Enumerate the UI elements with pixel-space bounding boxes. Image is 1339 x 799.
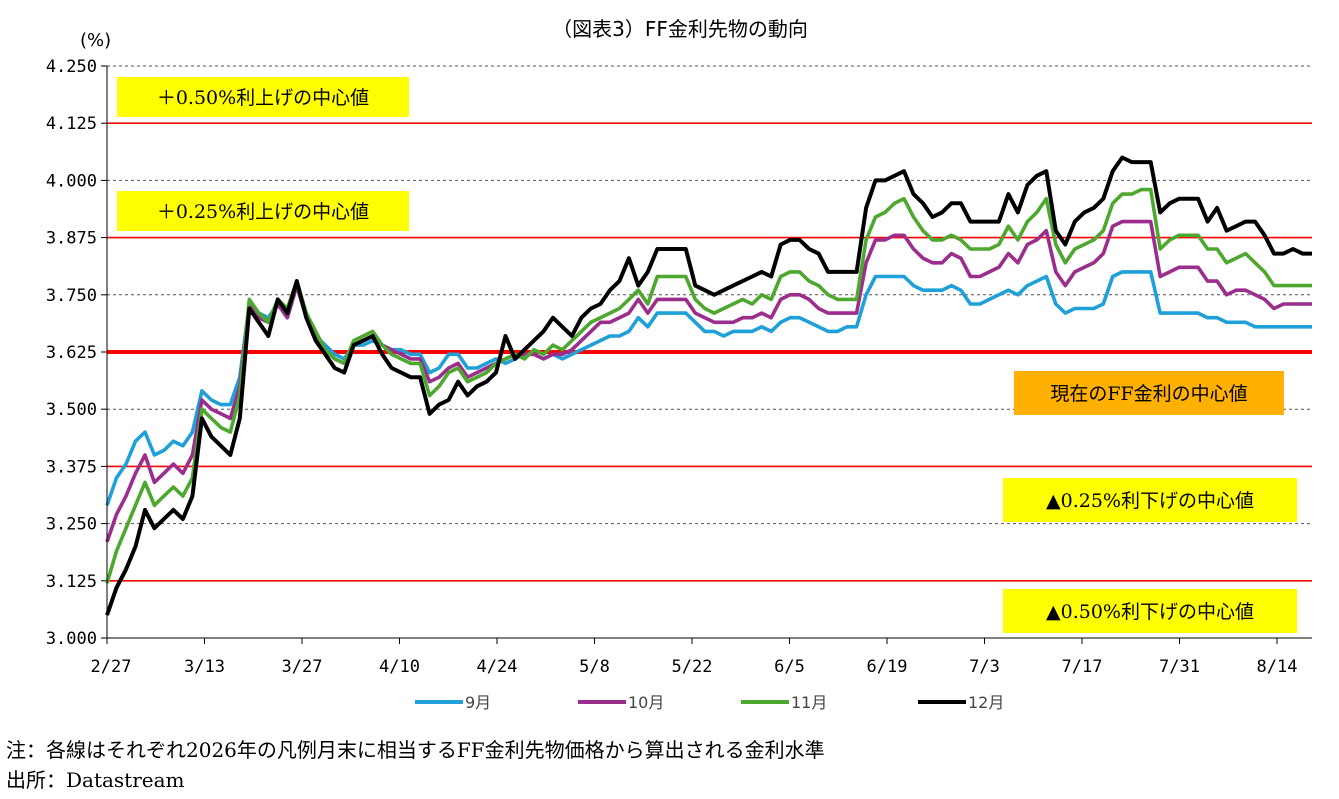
annotation-label: ＋0.50%利上げの中心値 xyxy=(157,87,369,109)
annotation-label: ▲0.50%利下げの中心値 xyxy=(1046,601,1254,623)
x-tick-labels: 2/27 3/13 3/27 4/10 4/24 5/8 5/22 6/5 6/19 7/3 7/1… xyxy=(91,657,1298,677)
legend-label: 10月 xyxy=(628,693,664,712)
x-tick-label: 7/3 xyxy=(969,657,1000,677)
y-axis-unit-label: (%) xyxy=(80,30,111,51)
annotation-box xyxy=(1014,371,1284,415)
x-tick-label: 4/10 xyxy=(379,657,420,677)
y-tick-label: 3.875 xyxy=(46,229,97,249)
x-tick-label: 3/27 xyxy=(282,657,323,677)
legend-label: 12月 xyxy=(968,693,1004,712)
chart-title: （図表3）FF金利先物の動向 xyxy=(552,17,808,41)
annotation-label: ▲0.25%利下げの中心値 xyxy=(1046,490,1254,512)
reference-lines xyxy=(107,122,1312,582)
x-tick-label: 6/19 xyxy=(867,657,908,677)
y-tick-label: 3.625 xyxy=(46,343,97,363)
y-tick-label: 3.375 xyxy=(46,457,97,477)
series-line-4 xyxy=(105,155,1312,616)
x-tick-label: 2/27 xyxy=(91,657,132,677)
legend-label: 9月 xyxy=(465,693,491,712)
series-lines xyxy=(105,155,1312,616)
x-tick-label: 5/8 xyxy=(579,657,610,677)
annotation-box xyxy=(117,191,409,231)
y-tick-label: 4.125 xyxy=(46,114,97,134)
x-tick-label: 3/13 xyxy=(184,657,225,677)
source-note: 出所：Datastream xyxy=(6,768,185,792)
x-tick-label: 4/24 xyxy=(477,657,518,677)
annotation-label: 現在のFF金利の中心値 xyxy=(1050,383,1247,405)
x-tick-label: 5/22 xyxy=(672,657,713,677)
futures-chart: （図表3）FF金利先物の動向 (%) 4.250 4.125 4.000 3.875 3… xyxy=(46,17,1312,712)
x-tick-label: 7/17 xyxy=(1062,657,1103,677)
footnote: 注：各線はそれぞれ2026年の凡例月末に相当するFF金利先物価格から算出される金… xyxy=(6,738,825,762)
legend: 9月 10月 11月 12月 xyxy=(415,693,1004,712)
y-tick-label: 3.500 xyxy=(46,400,97,420)
x-tick-label: 6/5 xyxy=(774,657,805,677)
x-tick-label: 8/14 xyxy=(1257,657,1298,677)
y-tick-label: 3.750 xyxy=(46,286,97,306)
y-tick-label: 3.125 xyxy=(46,572,97,592)
legend-label: 11月 xyxy=(791,693,827,712)
y-tick-labels: 4.250 4.125 4.000 3.875 3.750 3.625 3.500 3.375… xyxy=(46,57,97,649)
annotation-box xyxy=(1003,478,1297,522)
y-tick-label: 3.250 xyxy=(46,515,97,535)
y-tick-label: 3.000 xyxy=(46,629,97,649)
annotation-box xyxy=(117,77,409,117)
y-tick-label: 4.250 xyxy=(46,57,97,77)
y-tick-label: 4.000 xyxy=(46,171,97,191)
annotation-box xyxy=(1003,589,1297,633)
x-tick-label: 7/31 xyxy=(1159,657,1200,677)
axes xyxy=(106,66,1312,644)
annotation-label: ＋0.25%利上げの中心値 xyxy=(157,201,369,223)
